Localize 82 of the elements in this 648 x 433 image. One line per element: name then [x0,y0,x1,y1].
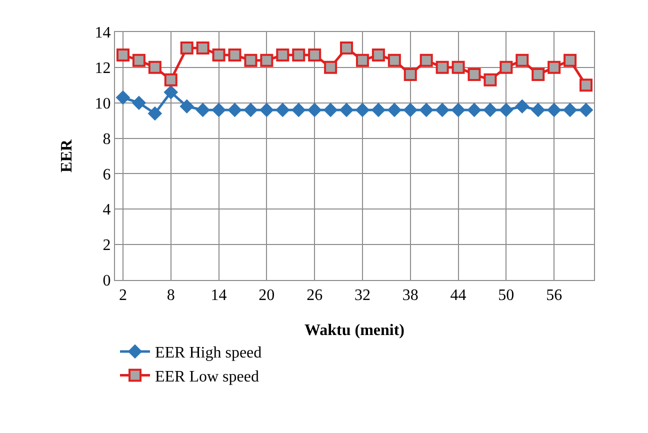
point [324,60,338,74]
point [164,85,178,100]
point [228,48,242,62]
point [180,99,194,114]
point [580,78,593,92]
point [355,102,370,118]
point [436,60,449,74]
point [578,102,594,118]
x-tick-label: 26 [306,287,323,304]
y-axis-title: EER [58,139,76,172]
point [244,102,258,118]
point [244,54,258,67]
point [451,102,466,118]
point [323,102,338,118]
point [562,102,578,118]
legend-label: EER Low speed [155,368,259,386]
y-tick-label: 6 [102,166,111,184]
point [116,90,130,105]
point [532,68,545,82]
x-tick-label: 8 [166,287,175,304]
point [132,54,146,67]
point [228,102,242,118]
point [116,48,130,62]
point [292,48,306,62]
point [212,48,226,62]
x-tick-label: 32 [354,287,370,304]
point [148,60,162,74]
y-tick-label: 0 [102,272,111,290]
point [499,102,514,118]
y-tick-label: 10 [94,95,111,112]
point [548,60,561,74]
point [196,102,210,118]
legend-label: EER High speed [155,344,262,362]
y-tick-label: 2 [102,237,111,254]
point [308,48,322,62]
x-tick-label: 44 [450,287,466,304]
point [546,102,562,118]
point [371,102,386,118]
point [467,102,482,118]
x-tick-label: 56 [546,287,562,304]
point [196,41,210,54]
point [420,54,433,67]
point [484,73,497,86]
point [387,102,402,118]
y-tick-label: 8 [102,130,111,148]
point [419,102,434,118]
point [260,102,274,118]
point [403,102,418,118]
point [356,54,369,67]
point [530,102,546,118]
point [180,41,194,54]
y-tick-label: 4 [102,202,111,219]
point [372,48,385,62]
point [404,68,417,82]
point [307,102,322,118]
point [483,102,498,118]
y-tick-label: 12 [94,60,111,78]
x-tick-label: 2 [118,287,127,304]
point [276,48,290,62]
point [516,54,529,67]
y-tick-label: 14 [94,24,111,42]
point [212,102,226,118]
x-tick-label: 50 [498,287,514,304]
point [291,102,306,118]
point [132,96,146,110]
x-tick-label: 20 [258,287,275,304]
point [515,99,530,114]
point [164,73,178,86]
point [388,54,401,67]
point [435,102,450,118]
point [339,102,354,118]
point [148,106,162,121]
point [452,60,465,74]
point [340,41,354,54]
point [500,60,513,74]
x-tick-label: 38 [402,287,418,304]
point [564,54,577,67]
point [260,54,274,67]
point [468,68,481,82]
x-tick-label: 14 [210,287,227,304]
x-axis-title: Waktu (menit) [304,322,404,339]
point [276,102,290,118]
